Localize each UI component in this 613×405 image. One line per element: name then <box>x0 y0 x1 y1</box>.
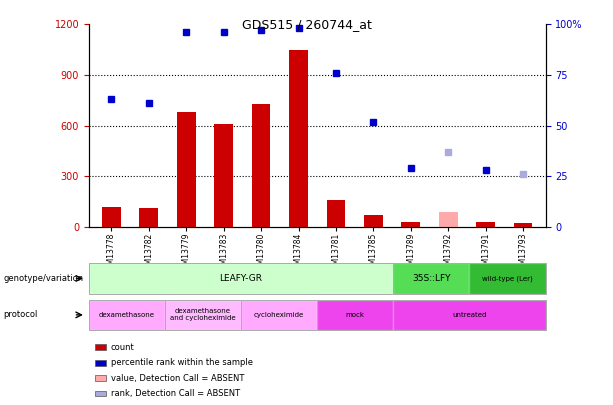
Text: rank, Detection Call = ABSENT: rank, Detection Call = ABSENT <box>111 389 240 398</box>
Bar <box>289 50 308 227</box>
Text: dexamethasone
and cycloheximide: dexamethasone and cycloheximide <box>170 308 236 322</box>
Text: mock: mock <box>346 312 365 318</box>
Bar <box>139 208 158 227</box>
Text: LEAFY-GR: LEAFY-GR <box>219 274 262 283</box>
Bar <box>514 224 533 227</box>
Text: count: count <box>111 343 135 352</box>
Bar <box>394 300 546 330</box>
Bar <box>89 300 165 330</box>
Text: genotype/variation: genotype/variation <box>3 274 83 283</box>
Bar <box>402 222 420 227</box>
Bar <box>394 263 470 294</box>
Bar <box>95 391 106 396</box>
Bar <box>394 300 546 330</box>
Bar <box>470 263 546 294</box>
Bar <box>252 104 270 227</box>
Bar <box>241 300 318 330</box>
Text: 35S::LFY: 35S::LFY <box>412 274 451 283</box>
Text: wild-type (Ler): wild-type (Ler) <box>482 275 533 282</box>
Bar <box>215 124 233 227</box>
Text: dexamethasone: dexamethasone <box>99 312 155 318</box>
Bar <box>89 300 165 330</box>
Text: value, Detection Call = ABSENT: value, Detection Call = ABSENT <box>111 374 245 383</box>
Bar <box>165 300 241 330</box>
Bar <box>318 300 394 330</box>
Bar <box>439 211 457 227</box>
Bar <box>470 263 546 294</box>
Bar <box>394 263 470 294</box>
Bar <box>89 263 394 294</box>
Bar <box>102 207 121 227</box>
Bar <box>165 300 241 330</box>
Text: percentile rank within the sample: percentile rank within the sample <box>111 358 253 367</box>
Bar <box>476 222 495 227</box>
Text: untreated: untreated <box>452 312 487 318</box>
Bar <box>177 112 196 227</box>
Bar <box>364 215 383 227</box>
Bar <box>95 360 106 366</box>
Bar <box>95 345 106 350</box>
Bar <box>241 300 318 330</box>
Bar <box>327 200 345 227</box>
Bar <box>318 300 394 330</box>
Text: GDS515 / 260744_at: GDS515 / 260744_at <box>242 18 371 31</box>
Text: cycloheximide: cycloheximide <box>254 312 304 318</box>
Bar <box>95 375 106 381</box>
Bar <box>89 263 394 294</box>
Text: protocol: protocol <box>3 310 37 320</box>
